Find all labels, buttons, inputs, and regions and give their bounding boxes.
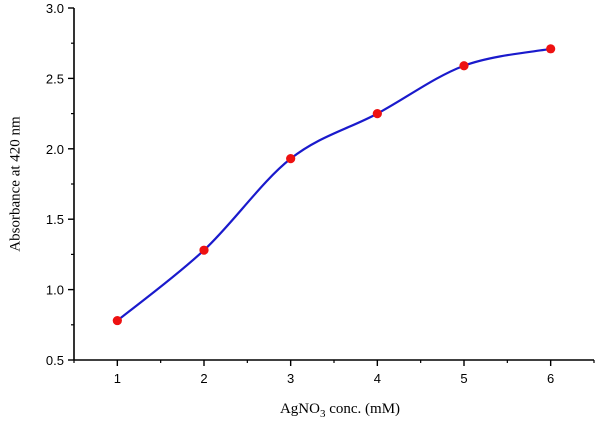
plot-area xyxy=(112,44,556,326)
x-axis-title: AgNO3 conc. (mM) xyxy=(280,401,400,420)
data-point xyxy=(112,315,122,326)
y-tick-label: 2.0 xyxy=(46,142,64,157)
x-axis-title-subscript: 3 xyxy=(320,408,326,420)
x-tick-label: 2 xyxy=(200,371,207,386)
x-tick-label: 1 xyxy=(114,371,121,386)
x-tick-label: 3 xyxy=(287,371,294,386)
x-tick-label: 6 xyxy=(547,371,554,386)
axes xyxy=(73,8,594,361)
x-axis-title-rest: conc. (mM) xyxy=(325,401,400,417)
y-tick-label: 1.5 xyxy=(46,212,64,227)
y-tick-label: 0.5 xyxy=(46,353,64,368)
x-tick-label: 5 xyxy=(460,371,467,386)
data-point xyxy=(372,109,382,119)
y-tick-label: 1.0 xyxy=(46,283,64,298)
y-tick-label: 2.5 xyxy=(46,71,64,86)
x-tick-label: 4 xyxy=(374,371,381,386)
y-tick-label: 3.0 xyxy=(46,1,64,16)
data-point xyxy=(199,245,209,255)
data-point xyxy=(459,61,469,71)
x-axis-title-main: AgNO xyxy=(280,401,320,417)
series-line xyxy=(116,47,551,322)
y-axis-title: Absorbance at 420 nm xyxy=(7,116,23,252)
ticks: 1 2 3 4 5 6 0.5 1.0 1.5 2.0 2.5 3.0 xyxy=(46,1,595,386)
data-point xyxy=(546,44,556,54)
data-point xyxy=(286,154,296,164)
